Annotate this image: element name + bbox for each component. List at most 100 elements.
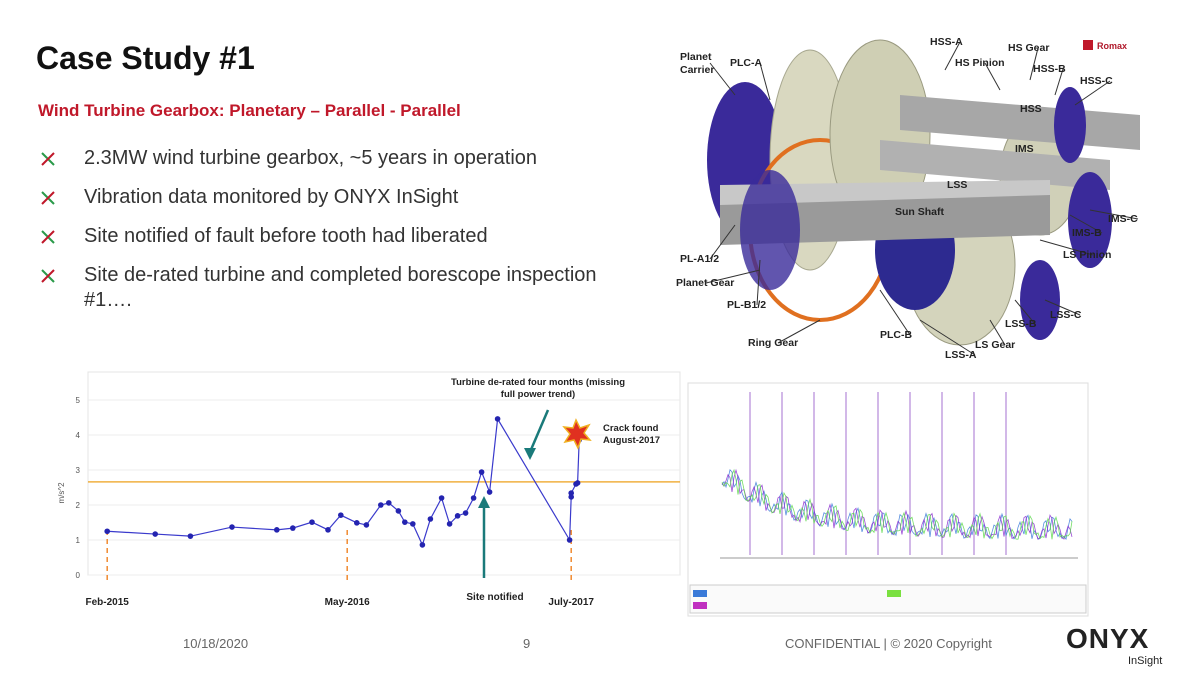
diagram-leader xyxy=(756,259,761,306)
legend-swatch xyxy=(693,602,707,609)
footer-date: 10/18/2020 xyxy=(183,636,248,651)
diagram-label: IMS-C xyxy=(1108,213,1138,225)
diagram-label: PL-A1/2 xyxy=(680,253,719,265)
data-point xyxy=(354,520,360,526)
diagram-label: LSS-C xyxy=(1050,309,1082,321)
bullet: Vibration data monitored by ONYX InSight xyxy=(38,185,638,210)
x-tick-label: May-2016 xyxy=(325,597,370,608)
diagram-label: Sun Shaft xyxy=(895,206,945,218)
data-point xyxy=(402,519,408,525)
data-point xyxy=(386,500,392,506)
data-point xyxy=(478,469,485,475)
data-point xyxy=(395,508,402,514)
diagram-label: LSS-A xyxy=(945,349,977,361)
bullet-text: Site de-rated turbine and completed bore… xyxy=(84,264,597,311)
crack-burst xyxy=(562,418,592,450)
y-tick-label: 4 xyxy=(76,431,81,440)
annotation-arrow xyxy=(528,409,550,453)
data-point xyxy=(419,542,426,548)
bullet-icon xyxy=(41,152,55,166)
bullet: Site notified of fault before tooth had … xyxy=(38,224,638,249)
data-point xyxy=(363,522,370,528)
spectrum xyxy=(689,392,1087,614)
diagram-label: HS Gear xyxy=(1008,42,1049,54)
x-tick-label: Feb-2015 xyxy=(86,597,130,608)
diagram-leader xyxy=(944,41,961,71)
y-tick-label: 2 xyxy=(76,501,81,510)
diagram-leader xyxy=(709,224,736,260)
diagram-label: LS Gear xyxy=(975,339,1015,351)
y-tick-label: 3 xyxy=(76,466,81,475)
spectrum-trace xyxy=(721,468,1073,540)
bullet-list: 2.3MW wind turbine gearbox, ~5 years in … xyxy=(38,146,638,327)
slide-title: Case Study #1 xyxy=(36,40,255,76)
arrow-head xyxy=(524,448,536,460)
y-axis-label: m/s^2 xyxy=(57,482,66,504)
data-point xyxy=(486,489,493,495)
data-point xyxy=(568,490,574,496)
data-point xyxy=(446,521,453,527)
data-point xyxy=(462,510,469,516)
diagram-label: PL-B1/2 xyxy=(727,299,766,311)
annotation: Crack found August-2017 xyxy=(603,423,660,446)
data-point xyxy=(187,533,194,539)
data-point xyxy=(568,494,574,500)
diagram-leader xyxy=(989,319,1006,346)
footer-brand: ONYX xyxy=(1066,623,1149,654)
bullet-text: Site notified of fault before tooth had … xyxy=(84,225,488,247)
data-point xyxy=(338,512,344,518)
trend-chart: 0 1 2 3 4 5 m/s^2 Feb-2015 May-2016 July-2017 Turb… xyxy=(57,371,681,608)
trend-line xyxy=(107,417,580,547)
diagram-leader xyxy=(984,62,1001,91)
bullet: 2.3MW wind turbine gearbox, ~5 years in … xyxy=(38,146,638,171)
legend-swatch xyxy=(693,590,707,597)
data-point xyxy=(454,513,461,519)
data-point xyxy=(229,524,235,530)
footer-page: 9 xyxy=(523,636,530,651)
y-tick-label: 5 xyxy=(76,396,81,405)
legend-swatch xyxy=(887,590,901,597)
data-point xyxy=(470,495,477,501)
spectrum-legend xyxy=(689,584,1087,614)
diagram-leader xyxy=(879,289,911,336)
diagram-leader xyxy=(1044,299,1081,316)
diagram-leader xyxy=(777,319,821,344)
data-point xyxy=(325,527,331,533)
plot-frame xyxy=(87,371,681,576)
data-point xyxy=(427,516,434,522)
bullet-text: Vibration data monitored by ONYX InSight xyxy=(84,186,459,208)
diagram-label: Ring Gear xyxy=(748,337,798,349)
data-point xyxy=(410,521,416,527)
data-point xyxy=(104,528,110,535)
diagram-leader xyxy=(1074,80,1111,106)
data-point xyxy=(378,502,384,508)
diagram-label: PLC-A xyxy=(730,57,762,69)
diagram-label: PLC-B xyxy=(880,329,912,341)
diagram-label: LS Pinion xyxy=(1063,249,1111,261)
data-point xyxy=(290,525,296,531)
gearbox-diagram: Romax xyxy=(707,39,1140,346)
diagram-label: HSS-B xyxy=(1033,63,1066,75)
data-point xyxy=(152,531,158,537)
diagram-leader xyxy=(1029,47,1039,81)
diagram-label: LSS xyxy=(947,179,967,191)
diagram-leader xyxy=(1054,68,1064,96)
y-tick-label: 1 xyxy=(76,536,81,545)
data-point xyxy=(438,495,445,501)
diagram-label: LSS-B xyxy=(1005,318,1037,330)
annotation: Turbine de-rated four months (missing ful… xyxy=(451,377,625,400)
bullet-text: 2.3MW wind turbine gearbox, ~5 years in … xyxy=(84,147,538,169)
diagram-logo: Romax xyxy=(1097,41,1127,51)
bullet: Site de-rated turbine and completed bore… xyxy=(38,263,638,313)
spectrum-trace xyxy=(721,468,1073,541)
footer-confidential: CONFIDENTIAL | © 2020 Copyright xyxy=(785,636,992,651)
spectrum-frame xyxy=(687,382,1089,617)
data-point xyxy=(309,519,315,525)
diagram-leader xyxy=(705,269,761,284)
arrow-head xyxy=(478,496,490,508)
diagram-leader xyxy=(1014,299,1036,325)
diagram-leader xyxy=(919,319,976,356)
data-point xyxy=(494,416,501,422)
